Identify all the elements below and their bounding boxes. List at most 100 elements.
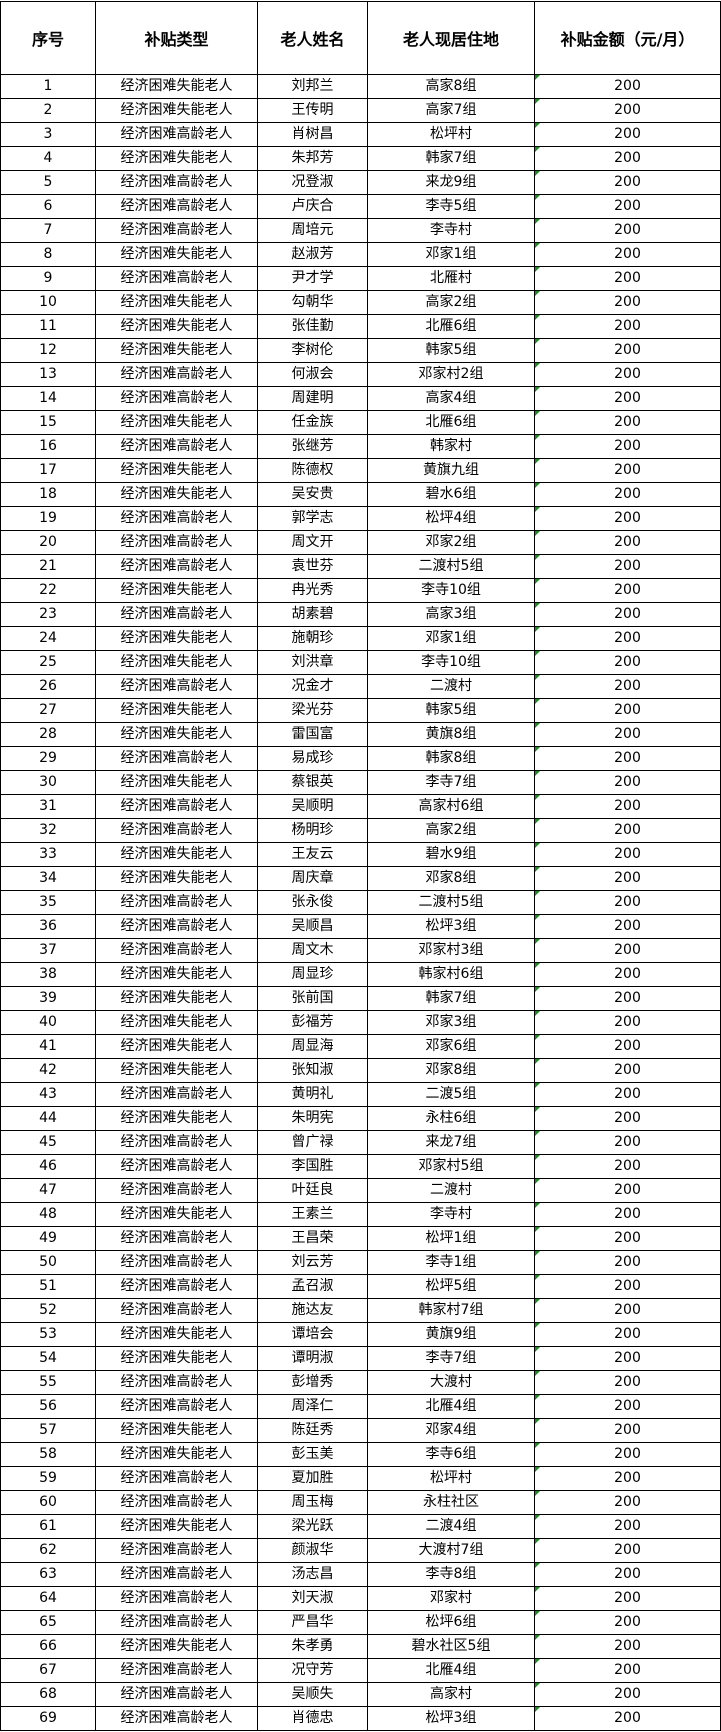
cell-residence: 松坪1组 (367, 1226, 535, 1251)
table-row: 33 经济困难失能老人 王友云 碧水9组 200 (0, 842, 721, 867)
cell-residence: 李寺7组 (367, 1346, 535, 1371)
cell-index: 11 (0, 314, 96, 339)
cell-amount: 200 (534, 386, 721, 411)
cell-amount: 200 (534, 722, 721, 747)
header-elder-name: 老人姓名 (257, 1, 368, 75)
cell-index: 50 (0, 1250, 96, 1275)
cell-subsidy-type: 经济困难失能老人 (95, 314, 258, 339)
table-row: 42 经济困难失能老人 张知淑 邓家8组 200 (0, 1058, 721, 1083)
cell-elder-name: 李国胜 (257, 1154, 368, 1179)
cell-amount: 200 (534, 1154, 721, 1179)
cell-index: 59 (0, 1466, 96, 1491)
cell-subsidy-type: 经济困难高龄老人 (95, 1658, 258, 1683)
cell-subsidy-type: 经济困难失能老人 (95, 1034, 258, 1059)
cell-residence: 邓家村2组 (367, 362, 535, 387)
cell-residence: 邓家1组 (367, 242, 535, 267)
cell-amount: 200 (534, 770, 721, 795)
cell-residence: 二渡5组 (367, 1082, 535, 1107)
cell-elder-name: 袁世芬 (257, 554, 368, 579)
table-row: 3 经济困难高龄老人 肖树昌 松坪村 200 (0, 122, 721, 147)
cell-amount: 200 (534, 1058, 721, 1083)
cell-subsidy-type: 经济困难失能老人 (95, 1058, 258, 1083)
table-row: 53 经济困难失能老人 谭培会 黄旗9组 200 (0, 1322, 721, 1347)
table-row: 56 经济困难高龄老人 周泽仁 北雁4组 200 (0, 1394, 721, 1419)
table-row: 48 经济困难失能老人 王素兰 李寺村 200 (0, 1202, 721, 1227)
table-row: 12 经济困难失能老人 李树伦 韩家5组 200 (0, 338, 721, 363)
table-row: 29 经济困难高龄老人 易成珍 韩家8组 200 (0, 746, 721, 771)
cell-residence: 李寺8组 (367, 1562, 535, 1587)
cell-subsidy-type: 经济困难失能老人 (95, 410, 258, 435)
cell-amount: 200 (534, 1562, 721, 1587)
cell-residence: 高家村 (367, 1682, 535, 1707)
cell-index: 10 (0, 290, 96, 315)
table-row: 49 经济困难高龄老人 王昌荣 松坪1组 200 (0, 1226, 721, 1251)
cell-subsidy-type: 经济困难高龄老人 (95, 818, 258, 843)
cell-index: 12 (0, 338, 96, 363)
cell-amount: 200 (534, 1442, 721, 1467)
table-row: 45 经济困难高龄老人 曾广禄 来龙7组 200 (0, 1130, 721, 1155)
cell-index: 28 (0, 722, 96, 747)
cell-subsidy-type: 经济困难高龄老人 (95, 1538, 258, 1563)
table-row: 7 经济困难高龄老人 周培元 李寺村 200 (0, 218, 721, 243)
cell-subsidy-type: 经济困难失能老人 (95, 1346, 258, 1371)
cell-subsidy-type: 经济困难高龄老人 (95, 1226, 258, 1251)
cell-elder-name: 吴安贵 (257, 482, 368, 507)
cell-subsidy-type: 经济困难高龄老人 (95, 602, 258, 627)
cell-amount: 200 (534, 1178, 721, 1203)
cell-residence: 高家8组 (367, 74, 535, 99)
table-row: 40 经济困难失能老人 彭福芳 邓家3组 200 (0, 1010, 721, 1035)
cell-amount: 200 (534, 410, 721, 435)
cell-index: 37 (0, 938, 96, 963)
cell-elder-name: 彭福芳 (257, 1010, 368, 1035)
cell-subsidy-type: 经济困难高龄老人 (95, 170, 258, 195)
cell-residence: 北雁6组 (367, 314, 535, 339)
cell-elder-name: 勾朝华 (257, 290, 368, 315)
table-row: 64 经济困难高龄老人 刘天淑 邓家村 200 (0, 1586, 721, 1611)
cell-elder-name: 肖树昌 (257, 122, 368, 147)
table-row: 39 经济困难失能老人 张前国 韩家7组 200 (0, 986, 721, 1011)
cell-amount: 200 (534, 1130, 721, 1155)
cell-subsidy-type: 经济困难失能老人 (95, 626, 258, 651)
cell-residence: 李寺村 (367, 1202, 535, 1227)
cell-residence: 北雁6组 (367, 410, 535, 435)
cell-residence: 李寺7组 (367, 770, 535, 795)
cell-elder-name: 王昌荣 (257, 1226, 368, 1251)
cell-elder-name: 周显海 (257, 1034, 368, 1059)
table-row: 50 经济困难高龄老人 刘云芳 李寺1组 200 (0, 1250, 721, 1275)
table-row: 1 经济困难失能老人 刘邦兰 高家8组 200 (0, 74, 721, 99)
cell-subsidy-type: 经济困难失能老人 (95, 866, 258, 891)
table-row: 46 经济困难高龄老人 李国胜 邓家村5组 200 (0, 1154, 721, 1179)
cell-index: 68 (0, 1682, 96, 1707)
cell-amount: 200 (534, 1466, 721, 1491)
cell-elder-name: 梁光芬 (257, 698, 368, 723)
cell-elder-name: 尹才学 (257, 266, 368, 291)
cell-index: 56 (0, 1394, 96, 1419)
cell-amount: 200 (534, 650, 721, 675)
cell-amount: 200 (534, 986, 721, 1011)
cell-elder-name: 张永俊 (257, 890, 368, 915)
cell-amount: 200 (534, 578, 721, 603)
table-row: 26 经济困难高龄老人 况金才 二渡村 200 (0, 674, 721, 699)
cell-subsidy-type: 经济困难高龄老人 (95, 1250, 258, 1275)
cell-index: 40 (0, 1010, 96, 1035)
cell-residence: 永柱社区 (367, 1490, 535, 1515)
cell-residence: 李寺1组 (367, 1250, 535, 1275)
cell-amount: 200 (534, 506, 721, 531)
cell-amount: 200 (534, 1034, 721, 1059)
cell-index: 36 (0, 914, 96, 939)
cell-index: 49 (0, 1226, 96, 1251)
cell-index: 42 (0, 1058, 96, 1083)
cell-index: 55 (0, 1370, 96, 1395)
cell-index: 6 (0, 194, 96, 219)
cell-residence: 邓家6组 (367, 1034, 535, 1059)
cell-elder-name: 周泽仁 (257, 1394, 368, 1419)
cell-amount: 200 (534, 458, 721, 483)
table-row: 38 经济困难失能老人 周显珍 韩家村6组 200 (0, 962, 721, 987)
cell-amount: 200 (534, 794, 721, 819)
cell-amount: 200 (534, 290, 721, 315)
table-row: 5 经济困难高龄老人 况登淑 来龙9组 200 (0, 170, 721, 195)
cell-elder-name: 彭玉美 (257, 1442, 368, 1467)
cell-subsidy-type: 经济困难失能老人 (95, 1106, 258, 1131)
cell-residence: 韩家7组 (367, 986, 535, 1011)
cell-residence: 二渡村 (367, 674, 535, 699)
